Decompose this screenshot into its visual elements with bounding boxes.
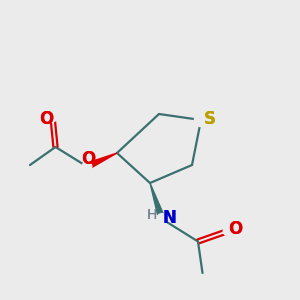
Circle shape <box>82 162 92 171</box>
Text: O: O <box>81 150 95 168</box>
Circle shape <box>194 113 208 127</box>
Text: H: H <box>146 208 157 222</box>
Text: S: S <box>204 110 216 128</box>
Polygon shape <box>150 183 165 220</box>
Text: O: O <box>39 110 54 128</box>
Text: H: H <box>146 208 157 222</box>
Circle shape <box>48 112 57 122</box>
Text: N: N <box>163 209 176 227</box>
Text: O: O <box>39 110 54 128</box>
Text: O: O <box>228 220 243 238</box>
Text: N: N <box>163 209 176 227</box>
Text: S: S <box>204 110 216 128</box>
Text: O: O <box>81 150 95 168</box>
Text: O: O <box>228 220 243 238</box>
Polygon shape <box>85 153 117 169</box>
Circle shape <box>223 226 233 236</box>
Circle shape <box>157 214 167 224</box>
